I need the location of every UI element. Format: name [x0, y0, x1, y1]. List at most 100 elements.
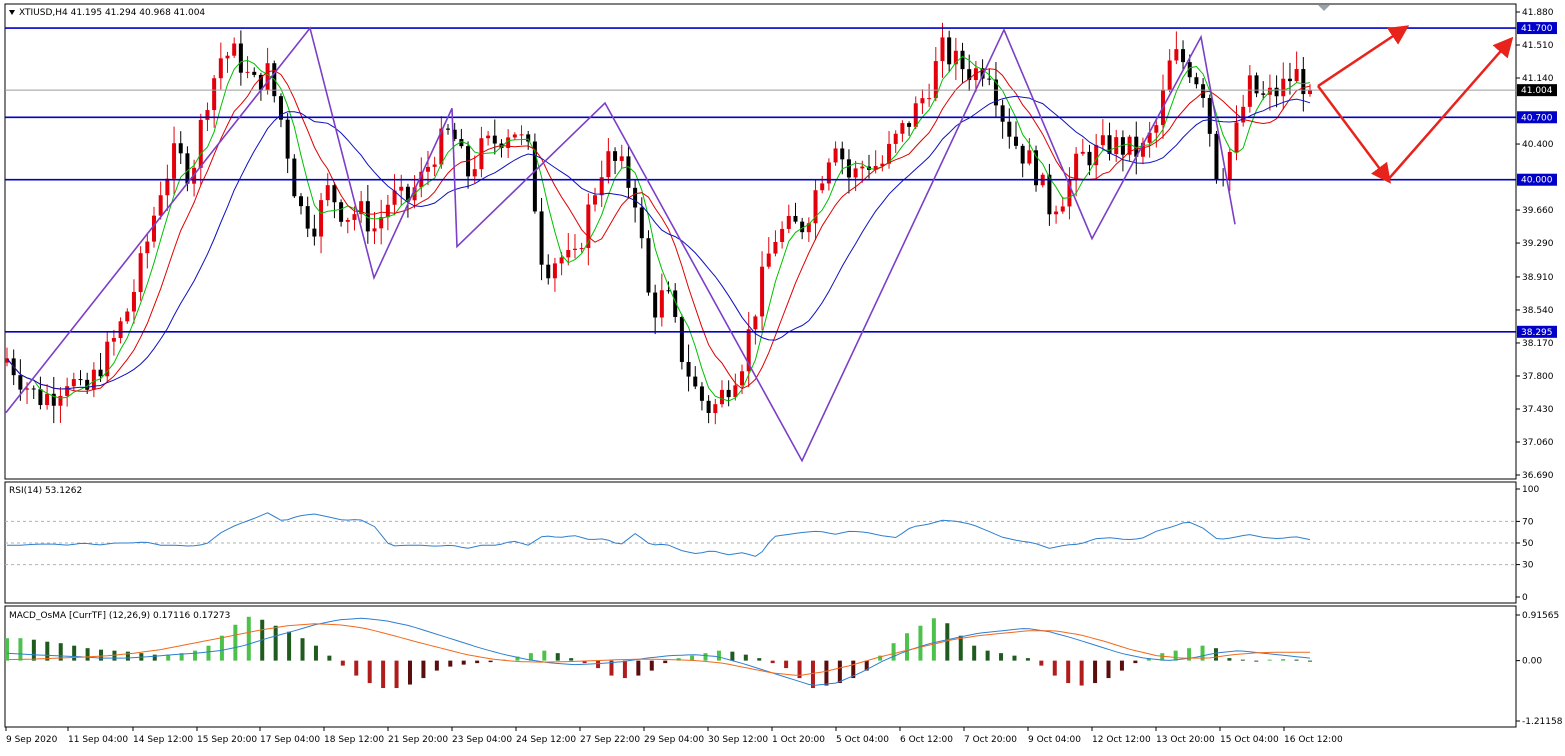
price-level-tag[interactable]: 41.700: [1517, 22, 1557, 35]
osma-bar: [1294, 659, 1299, 661]
candle: [332, 182, 337, 219]
rsi-axis-tick: 70: [1522, 517, 1534, 527]
candle: [519, 125, 524, 146]
price-level-tag[interactable]: 40.700: [1517, 111, 1557, 124]
candle: [446, 124, 451, 135]
shift-marker-icon[interactable]: [1318, 5, 1330, 11]
main-plot-area[interactable]: [5, 22, 1516, 463]
osma-bar: [663, 660, 668, 664]
osma-bar: [72, 645, 77, 661]
candle: [646, 230, 651, 296]
time-axis-label: 29 Sep 04:00: [644, 735, 704, 745]
candle: [319, 192, 324, 254]
rsi-axis-tick: 30: [1522, 561, 1534, 571]
osma-bar: [327, 655, 332, 661]
title-dropdown-icon[interactable]: [9, 10, 15, 15]
price-level-tag[interactable]: 41.004: [1517, 84, 1557, 97]
candle: [1020, 143, 1025, 178]
price-level-tag[interactable]: 40.000: [1517, 173, 1557, 186]
price-axis-tick: 37.800: [1522, 372, 1554, 382]
rsi-axis-tick: 0: [1522, 593, 1528, 603]
candle: [793, 202, 798, 224]
projection-arrow: [1387, 36, 1514, 181]
candle: [599, 160, 604, 207]
candle: [245, 56, 250, 79]
candle: [659, 273, 664, 327]
osma-bar: [233, 624, 238, 661]
osma-bar: [1281, 659, 1286, 661]
candle: [1000, 99, 1005, 139]
osma-histogram: [5, 616, 1312, 689]
candle: [299, 193, 304, 215]
candle: [960, 42, 965, 84]
candle: [572, 234, 577, 259]
price-level-tag[interactable]: 38.295: [1517, 325, 1557, 338]
candle: [633, 179, 638, 223]
rsi-plot-area[interactable]: [5, 512, 1516, 566]
osma-bar: [300, 638, 305, 661]
osma-bar: [569, 658, 574, 661]
time-axis-label: 21 Sep 20:00: [388, 735, 448, 745]
candle: [31, 385, 36, 399]
candle: [552, 257, 557, 292]
macd-plot-area[interactable]: [5, 616, 1312, 689]
candle: [1013, 121, 1018, 150]
price-axis-tick: 40.400: [1522, 140, 1554, 150]
candle: [1067, 167, 1072, 220]
candle: [813, 179, 818, 241]
candle: [993, 62, 998, 118]
candle: [626, 145, 631, 199]
osma-bar: [381, 660, 386, 689]
time-axis-label: 11 Sep 04:00: [68, 735, 128, 745]
candle: [726, 380, 731, 407]
main-pane-title: XTIUSD,H4 41.195 41.294 40.968 41.004: [19, 8, 205, 18]
osma-bar: [152, 654, 157, 661]
osma-bar: [193, 650, 198, 661]
candle: [820, 175, 825, 194]
candle: [539, 197, 544, 281]
candle: [706, 395, 711, 424]
candle: [118, 317, 123, 344]
candle: [238, 30, 243, 86]
candle: [653, 284, 658, 335]
candle: [218, 42, 223, 90]
candle: [532, 133, 537, 214]
candle: [292, 154, 297, 199]
candle: [1060, 196, 1065, 214]
candle: [225, 51, 230, 73]
candle: [38, 376, 43, 410]
osma-bar: [1308, 660, 1312, 662]
candle: [1120, 130, 1125, 172]
candle: [579, 242, 584, 253]
osma-bar: [958, 635, 963, 661]
osma-bar: [703, 653, 708, 661]
candle: [806, 217, 811, 242]
candle: [125, 308, 130, 324]
candle: [566, 232, 571, 266]
osma-bar: [125, 651, 130, 661]
osma-bar: [85, 648, 90, 661]
candle: [506, 129, 511, 158]
time-axis-label: 18 Sep 12:00: [324, 735, 384, 745]
osma-bar: [1106, 660, 1111, 679]
osma-bar: [367, 660, 372, 684]
osma-bar: [421, 660, 426, 679]
osma-bar: [488, 660, 493, 663]
osma-bar: [448, 660, 453, 667]
candle: [198, 113, 203, 185]
candle: [846, 149, 851, 194]
osma-bar: [461, 660, 466, 665]
osma-bar: [31, 639, 36, 661]
candle: [325, 173, 330, 207]
candle: [526, 130, 531, 150]
candle: [1254, 72, 1259, 98]
price-axis-tick: 41.140: [1522, 74, 1554, 84]
osma-bar: [891, 643, 896, 661]
signal-line: [6, 623, 1310, 676]
time-axis-label: 24 Sep 12:00: [516, 735, 576, 745]
candle: [593, 187, 598, 212]
osma-bar: [206, 645, 211, 661]
candle: [880, 155, 885, 172]
osma-bar: [1200, 645, 1205, 661]
candle: [392, 174, 397, 216]
